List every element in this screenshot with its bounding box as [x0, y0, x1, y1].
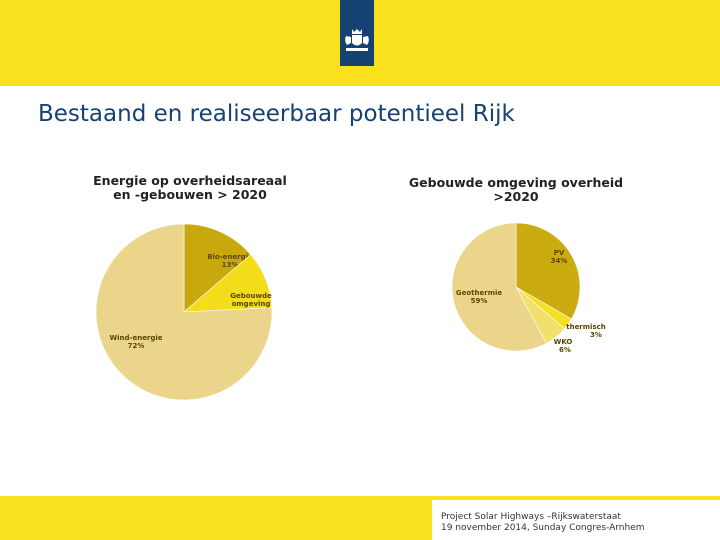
footer-project: Project Solar Highways –Rijkswaterstaat	[441, 512, 621, 522]
chart-title: Gebouwde omgeving overheid >2020	[408, 175, 624, 204]
pie-slice-bio-energie	[183, 223, 252, 313]
chart-title: Energie op overheidsareaal en -gebouwen >…	[93, 173, 287, 202]
pie-slice-pv	[515, 222, 581, 320]
pie-chart-gebouwde-omgeving: PV 34% thermisch 3%WKO 6% Geothermie 59%	[451, 222, 606, 354]
pie-slice-geothermie	[451, 222, 547, 352]
pie-slice-wind-energie	[95, 223, 273, 401]
slice-label: Geothermie 59%	[456, 289, 503, 305]
slice-label: PV 34%	[551, 249, 568, 265]
slice-label: Wind-energie 72%	[109, 334, 162, 350]
footer-event: 19 november 2014, Sunday Congres-Arnhem	[441, 523, 645, 533]
logo	[340, 0, 374, 66]
slice-label: Bio-energie 13%	[207, 253, 253, 269]
slice-label: WKO 6%	[554, 338, 573, 354]
pie-chart-energie: Bio-energie13%Gebouwdeomgeving10%Wind-en…	[95, 223, 273, 401]
slice-label: thermisch 3%	[566, 323, 606, 339]
footer-panel	[432, 500, 720, 540]
slide-title: Bestaand en realiseerbaar potentieel Rij…	[38, 101, 515, 127]
coat-of-arms-icon	[345, 29, 369, 51]
